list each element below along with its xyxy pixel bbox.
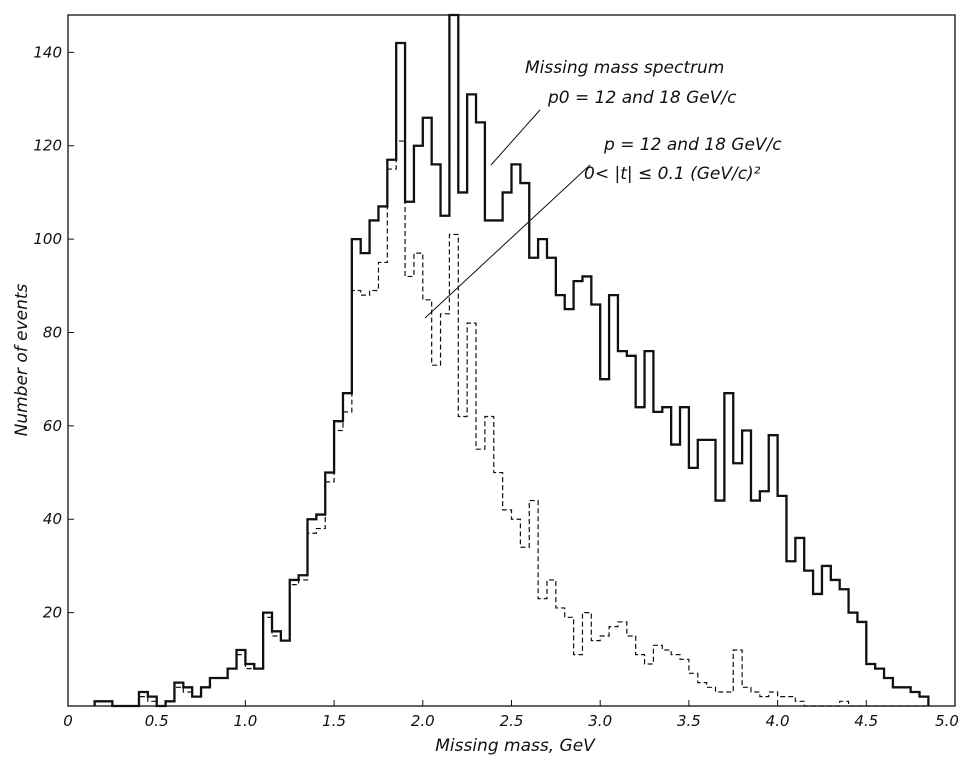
x-tick-label: 4.0 — [766, 712, 790, 730]
dashed-series-annotation: p = 12 and 18 GeV/c 0< |t| ≤ 0.1 (GeV/c)… — [424, 135, 782, 319]
solid-histogram-series — [93, 13, 930, 708]
x-tick-label: 3.5 — [677, 712, 701, 730]
dashed-histogram-series — [94, 140, 929, 707]
y-tick-label: 100 — [33, 230, 62, 248]
solid-annotation-line-1: Missing mass spectrum — [525, 58, 724, 78]
dashed-annotation-line-2: 0< |t| ≤ 0.1 (GeV/c)² — [584, 164, 761, 184]
dashed-annotation-line-1: p = 12 and 18 GeV/c — [603, 135, 782, 155]
y-tick-label: 140 — [33, 43, 62, 61]
x-axis-label: Missing mass, GeV — [435, 736, 596, 756]
dashed-annotation-leader — [424, 164, 591, 319]
x-tick-label: 0 — [63, 712, 73, 730]
x-tick-label: 1.0 — [233, 712, 257, 730]
y-axis: 20 40 60 80 100 120 140 — [33, 43, 74, 622]
y-tick-label: 20 — [43, 604, 62, 622]
plot-frame — [67, 14, 956, 707]
y-tick-label: 60 — [43, 417, 62, 435]
y-axis-label: Number of events — [12, 283, 32, 436]
x-tick-label: 2.0 — [411, 712, 435, 730]
solid-annotation-line-2: p0 = 12 and 18 GeV/c — [547, 88, 737, 108]
x-tick-label: 3.0 — [588, 712, 612, 730]
x-tick-label: 1.5 — [322, 712, 346, 730]
x-tick-label: 0.5 — [145, 712, 169, 730]
x-tick-label: 5.0 — [935, 712, 959, 730]
y-tick-label: 120 — [33, 137, 62, 155]
series-layer — [93, 13, 930, 708]
x-tick-label: 4.5 — [854, 712, 878, 730]
y-tick-label: 40 — [43, 510, 62, 528]
x-axis: 0 0.5 1.0 1.5 2.0 2.5 3.0 3.5 4.0 4.5 5.0 — [63, 700, 959, 730]
y-tick-label: 80 — [43, 323, 62, 341]
solid-annotation-leader — [490, 109, 541, 166]
solid-series-annotation: Missing mass spectrum p0 = 12 and 18 GeV… — [490, 58, 737, 166]
x-tick-label: 2.5 — [500, 712, 524, 730]
